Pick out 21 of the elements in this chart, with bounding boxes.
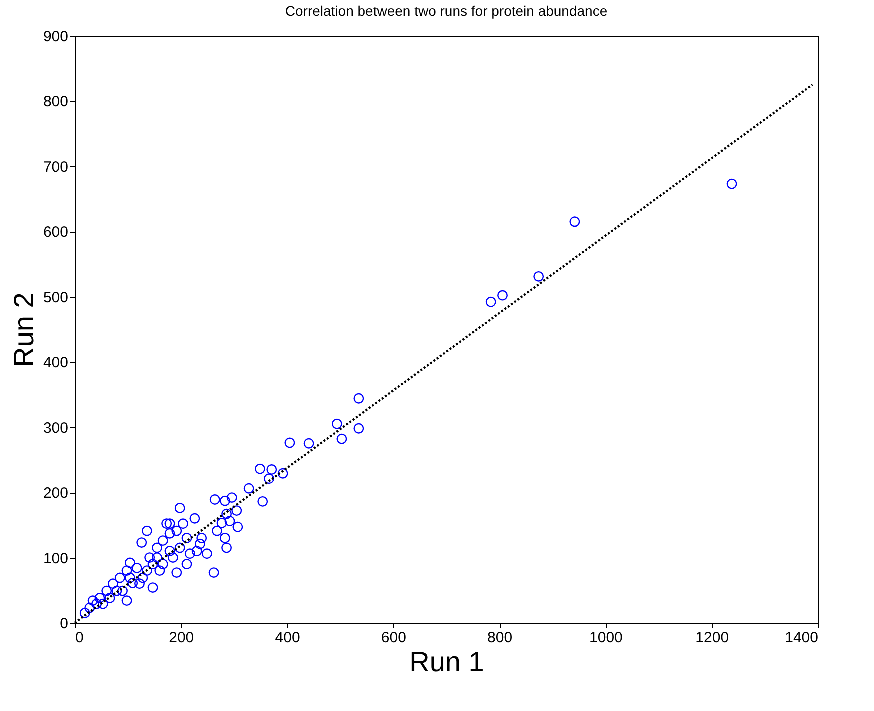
x-tick-label: 200: [169, 630, 194, 646]
y-tick-label: 600: [43, 224, 68, 242]
y-tick-label: 400: [43, 354, 68, 372]
x-tick-label: 1000: [590, 630, 623, 646]
y-axis-title: Run 2: [8, 292, 40, 368]
y-tick-label: 500: [43, 289, 68, 306]
y-tick-label: 800: [43, 94, 68, 111]
y-tick-label: 200: [43, 485, 68, 502]
y-tick-label: 900: [43, 28, 68, 46]
y-tick-label: 300: [43, 420, 68, 437]
x-tick-label: 400: [275, 630, 300, 646]
x-tick-label: 0: [76, 630, 84, 646]
x-tick-label: 800: [488, 630, 513, 646]
y-tick-label: 100: [43, 550, 68, 568]
x-axis-title: Run 1: [410, 646, 484, 678]
x-tick-label: 600: [381, 630, 406, 646]
chart-title: Correlation between two runs for protein abundance: [285, 3, 608, 19]
y-tick-label: 700: [43, 158, 68, 176]
y-tick-label: 0: [60, 616, 68, 632]
x-tick-label: 1200: [696, 630, 730, 646]
x-tick-label: 1400: [785, 630, 818, 646]
